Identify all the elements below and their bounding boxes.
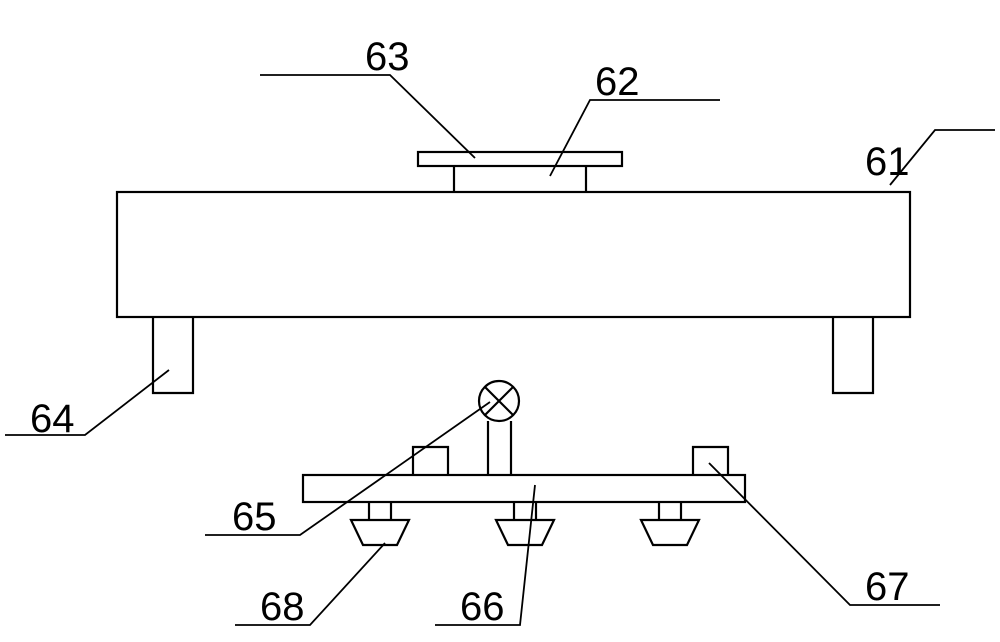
leader-l68 bbox=[235, 543, 385, 625]
label-l63: 63 bbox=[365, 35, 410, 79]
top-plate bbox=[418, 152, 622, 166]
lower-bar bbox=[303, 475, 745, 502]
label-l66: 66 bbox=[460, 585, 505, 629]
label-l68: 68 bbox=[260, 585, 305, 629]
cup-2 bbox=[641, 520, 699, 545]
diagram-canvas: 61 62 63 64 65 66 67 68 bbox=[0, 0, 1000, 642]
label-l64: 64 bbox=[30, 397, 75, 441]
main-block bbox=[117, 192, 910, 317]
leader-l62 bbox=[550, 100, 720, 176]
leader-l63 bbox=[260, 75, 475, 158]
label-l67: 67 bbox=[865, 565, 910, 609]
label-l65: 65 bbox=[232, 495, 277, 539]
upper-tab-1 bbox=[693, 447, 728, 475]
leg-1 bbox=[833, 317, 873, 393]
cup-0 bbox=[351, 520, 409, 545]
label-l61: 61 bbox=[865, 140, 910, 184]
label-l62: 62 bbox=[595, 60, 640, 104]
leg-0 bbox=[153, 317, 193, 393]
cup-1 bbox=[496, 520, 554, 545]
